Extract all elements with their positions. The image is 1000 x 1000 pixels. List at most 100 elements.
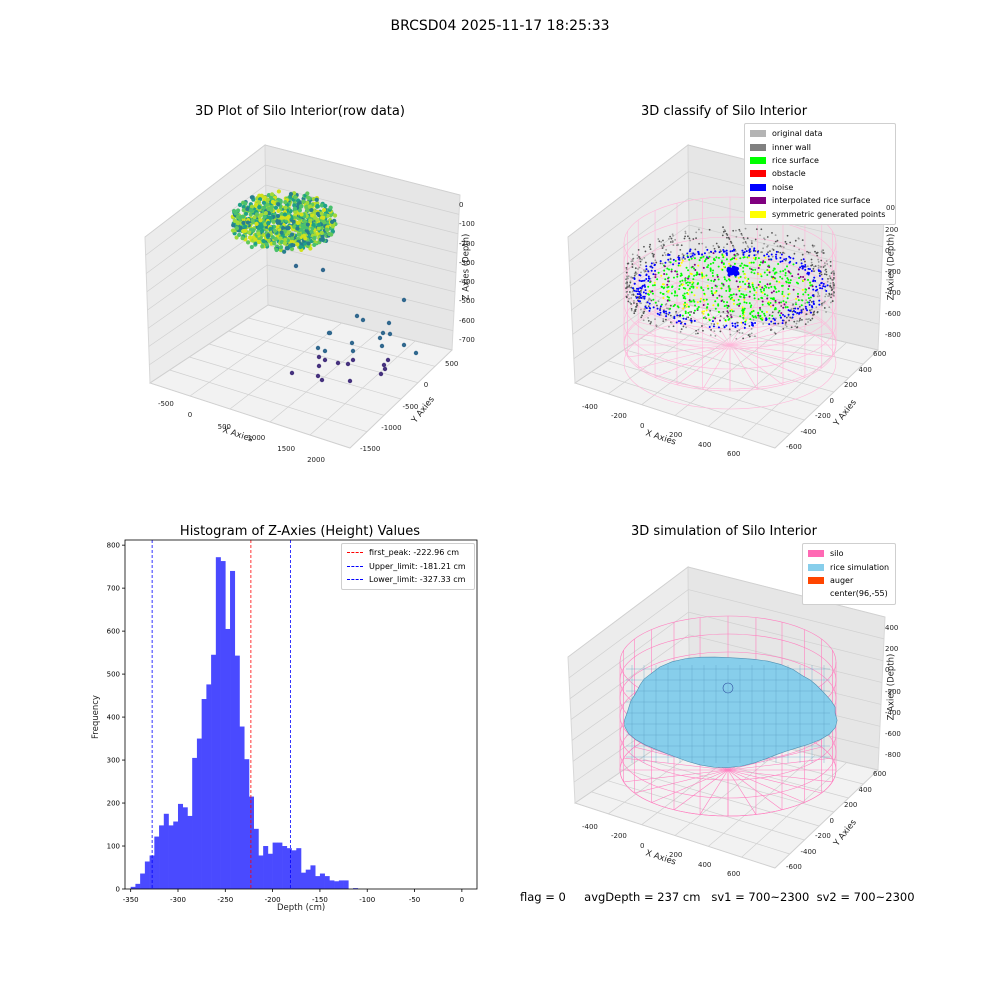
raw-point xyxy=(268,226,273,231)
raw-point xyxy=(258,222,264,228)
classify-point xyxy=(659,307,662,310)
classify-point xyxy=(644,307,647,310)
classify-point xyxy=(825,260,828,262)
classify-point xyxy=(700,231,703,234)
classify-point xyxy=(712,244,715,247)
classify-point xyxy=(676,273,679,276)
classify-point xyxy=(803,278,806,281)
classify-point xyxy=(748,335,751,338)
classify-point xyxy=(750,242,753,245)
raw-point xyxy=(312,235,317,241)
classify-point xyxy=(777,311,780,314)
classify-point xyxy=(816,310,819,313)
classify-xtick-label: 600 xyxy=(727,450,741,458)
classify-point xyxy=(810,301,813,303)
raw-point xyxy=(305,200,310,205)
classify-point xyxy=(747,282,750,285)
classify-point xyxy=(824,295,827,298)
classify-point xyxy=(807,278,810,281)
classify-point xyxy=(626,262,629,265)
classify-point xyxy=(706,303,709,306)
raw-point xyxy=(324,227,330,232)
classify-point xyxy=(647,317,649,319)
classify-point xyxy=(823,265,826,267)
raw-point xyxy=(311,222,316,227)
classify-point xyxy=(816,254,819,257)
classify-point xyxy=(804,263,807,266)
classify-point xyxy=(813,265,815,268)
simulation-ztick-label: -600 xyxy=(885,729,901,738)
raw-point xyxy=(233,211,238,216)
classify-point xyxy=(702,303,705,306)
classify-point xyxy=(724,230,727,232)
classify-point xyxy=(817,293,820,295)
classify-point xyxy=(730,296,733,299)
status-sv1: sv1 = 700~2300 xyxy=(711,890,810,904)
classify-point xyxy=(708,251,711,254)
classify-point xyxy=(812,245,815,248)
classify-point xyxy=(702,289,705,292)
classify-point xyxy=(643,256,646,259)
raw-point xyxy=(272,228,278,233)
classify-point xyxy=(688,237,691,240)
classify-point xyxy=(816,251,819,254)
raw-point xyxy=(360,317,366,323)
classify-point xyxy=(747,246,750,249)
classify-point xyxy=(789,309,792,312)
classify-point xyxy=(677,264,680,267)
classify-point xyxy=(657,300,660,303)
raw-point xyxy=(284,246,289,251)
classify-point xyxy=(794,325,797,328)
classify-point xyxy=(625,287,627,290)
raw-point xyxy=(250,218,255,223)
classify-point xyxy=(823,301,825,304)
raw-point xyxy=(347,378,353,384)
classify-point xyxy=(809,309,811,312)
raw-point xyxy=(254,212,260,217)
classify-point xyxy=(694,268,697,271)
classify-point xyxy=(739,275,742,278)
raw-point xyxy=(318,237,323,242)
classify-point xyxy=(669,258,672,260)
raw-point xyxy=(302,225,307,230)
classify-point xyxy=(735,337,738,340)
classify-point xyxy=(830,278,833,281)
classify-point xyxy=(832,277,835,279)
classify-point xyxy=(679,314,682,317)
classify-point xyxy=(635,290,638,293)
raw-point xyxy=(253,237,258,242)
classify-point xyxy=(807,321,809,323)
classify-point xyxy=(639,260,642,263)
classify-point xyxy=(697,328,700,331)
classify-point xyxy=(698,228,700,231)
status-avg-depth: avgDepth = 237 cm xyxy=(584,890,701,904)
classify-point xyxy=(640,258,643,261)
raw-point xyxy=(243,211,249,216)
classify-point xyxy=(783,252,786,255)
raw-point xyxy=(243,201,248,206)
classify-point xyxy=(661,286,664,289)
classify-point xyxy=(784,268,787,271)
classify-point xyxy=(753,254,756,257)
classify-point xyxy=(759,251,762,254)
raw-point xyxy=(268,195,274,201)
classify-point xyxy=(785,316,788,319)
raw-ztick-label: -400 xyxy=(459,278,475,287)
classify-point xyxy=(677,254,680,257)
raw-point xyxy=(323,203,328,208)
classify-point xyxy=(712,304,715,307)
classify-point xyxy=(639,257,641,260)
raw-ytick-label: 500 xyxy=(445,360,459,368)
classify-point xyxy=(630,309,633,312)
raw-point xyxy=(266,233,271,238)
classify-point xyxy=(695,231,698,234)
classify-point xyxy=(809,251,812,254)
simulation-xtick-label: 400 xyxy=(698,860,712,869)
classify-point xyxy=(744,248,747,250)
classify-point xyxy=(691,281,694,284)
classify-point xyxy=(742,251,745,254)
classify-point xyxy=(803,244,806,247)
classify-point xyxy=(734,250,737,252)
classify-point xyxy=(717,256,720,259)
classify-point xyxy=(633,312,636,315)
